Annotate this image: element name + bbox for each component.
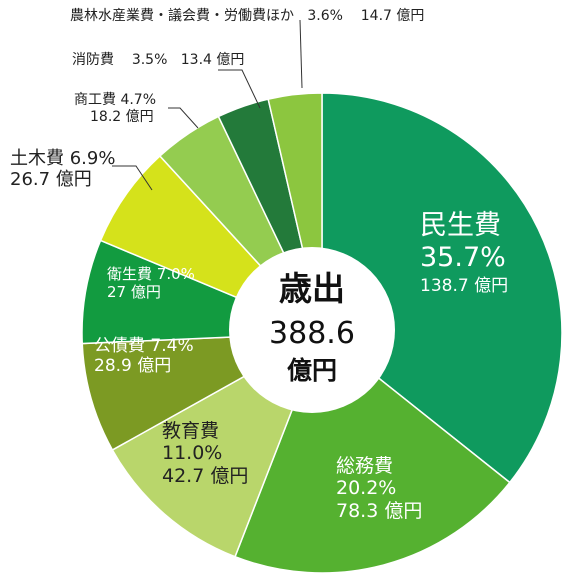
spacer — [298, 8, 302, 24]
slice-amount: 138.7 億円 — [420, 275, 509, 296]
slice-label-health: 衛生費 7.0% 27 億円 — [107, 265, 195, 301]
slice-percent: 20.2% — [336, 477, 397, 500]
slice-name-percent: 土木費 6.9% — [10, 148, 115, 169]
spacer — [347, 8, 356, 24]
slice-label-public-debt: 公債費 7.4% 28.9 億円 — [94, 336, 194, 376]
slice-name-percent: 衛生費 7.0% — [107, 265, 195, 284]
slice-name: 総務費 — [336, 455, 394, 477]
slice-amount: 18.2 億円 — [90, 108, 154, 125]
slice-percent: 6.9% — [69, 148, 116, 169]
center-label: 歳出 388.6 億円 — [232, 262, 392, 387]
slice-amount: 13.4 億円 — [180, 52, 245, 68]
slice-name: 衛生費 — [107, 265, 153, 283]
slice-name: 公債費 — [94, 336, 145, 356]
slice-name-percent: 公債費 7.4% — [94, 336, 194, 356]
slice-percent: 7.4% — [150, 336, 194, 356]
slice-name-percent: 商工費 4.7% — [74, 92, 156, 109]
slice-name-percent-amount: 農林水産業費・議会費・労働費ほか 3.6% 14.7 億円 — [70, 8, 424, 25]
center-unit: 億円 — [286, 356, 337, 385]
slice-name: 商工費 — [74, 92, 116, 108]
slice-percent: 35.7% — [420, 241, 506, 273]
slice-amount: 26.7 億円 — [10, 169, 92, 191]
leader-line-commerce — [168, 107, 199, 129]
slice-name: 土木費 — [10, 148, 64, 169]
leader-line-civil — [112, 165, 153, 191]
slice-percent: 4.7% — [120, 92, 157, 108]
slice-percent: 3.6% — [307, 8, 343, 24]
slice-label-commerce: 商工費 4.7% 18.2 億円 — [74, 92, 156, 125]
slice-name: 消防費 — [72, 52, 114, 68]
slice-label-other: 農林水産業費・議会費・労働費ほか 3.6% 14.7 億円 — [70, 8, 424, 25]
spacer — [172, 52, 176, 68]
slice-amount: 27 億円 — [107, 282, 161, 301]
leader-line-fire — [218, 69, 261, 109]
pie-slice-0 — [321, 92, 563, 484]
slice-name-percent-amount: 消防費 3.5% 13.4 億円 — [72, 52, 244, 69]
center-total: 388.6 — [269, 316, 355, 351]
slice-name: 民生費 — [420, 210, 501, 241]
leader-line-other — [299, 19, 303, 89]
slice-percent: 7.0% — [156, 265, 195, 283]
slice-label-general-affairs: 総務費 20.2% 78.3 億円 — [336, 455, 422, 522]
slice-label-fire: 消防費 3.5% 13.4 億円 — [72, 52, 244, 69]
slice-percent: 11.0% — [162, 442, 223, 465]
slice-percent: 3.5% — [131, 52, 168, 68]
slice-label-civil-engineering: 土木費 6.9% 26.7 億円 — [10, 148, 115, 190]
spacer — [118, 52, 127, 68]
center-title: 歳出 — [279, 269, 345, 308]
slice-name: 教育費 — [162, 420, 220, 442]
slice-label-education: 教育費 11.0% 42.7 億円 — [162, 420, 248, 487]
donut-hole — [229, 247, 395, 413]
slice-amount: 14.7 億円 — [360, 8, 425, 24]
slice-amount: 78.3 億円 — [336, 499, 423, 522]
slice-amount: 42.7 億円 — [162, 464, 249, 487]
slice-label-welfare: 民生費 35.7% 138.7 億円 — [420, 210, 508, 296]
slice-amount: 28.9 億円 — [94, 356, 172, 377]
slice-name: 農林水産業費・議会費・労働費ほか — [70, 8, 294, 24]
